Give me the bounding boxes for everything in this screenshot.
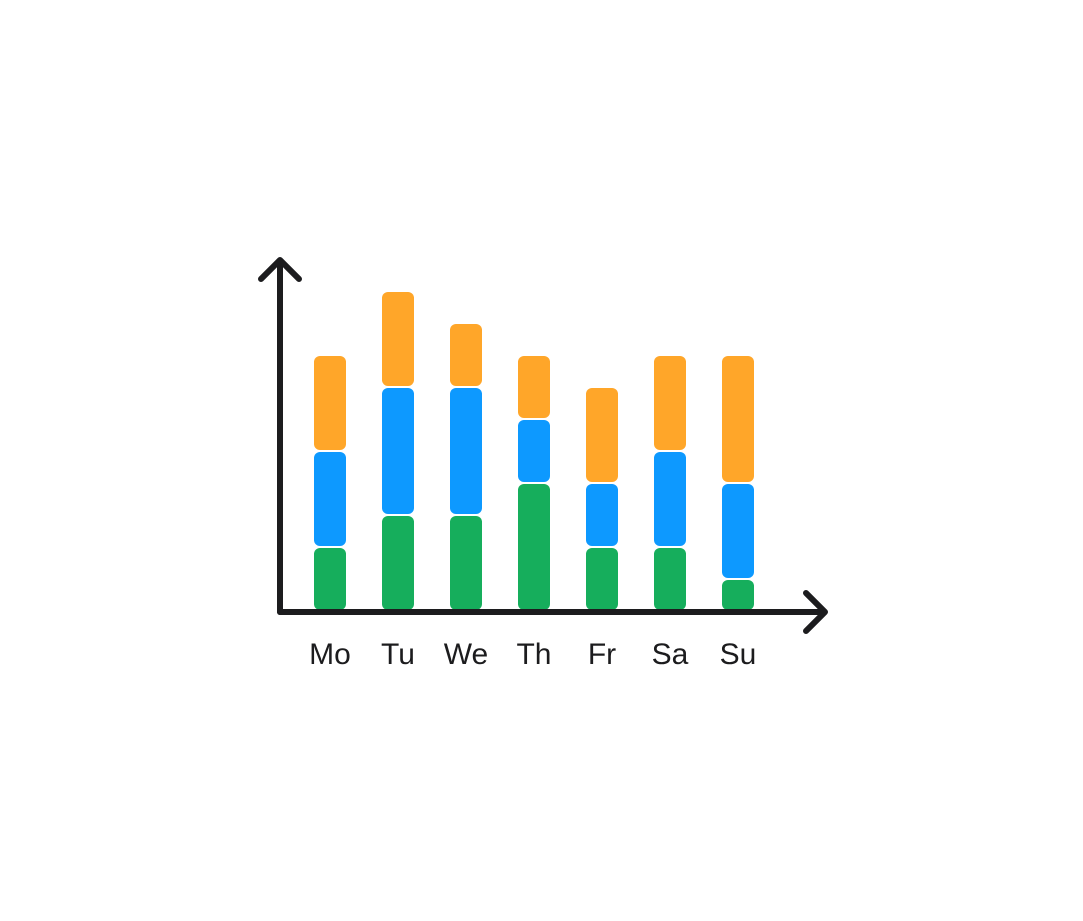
bar-mo-segment-1 (314, 548, 346, 610)
bar-fr-segment-1 (586, 548, 618, 610)
bar-th-segment-2 (518, 420, 550, 482)
bar-we-segment-2 (450, 388, 482, 514)
bar-group (314, 292, 754, 610)
bar-fr-segment-3 (586, 388, 618, 482)
x-axis-arrow-icon (803, 590, 828, 634)
bar-sa-segment-3 (654, 356, 686, 450)
bar-we-segment-3 (450, 324, 482, 386)
bar-mo-segment-2 (314, 452, 346, 546)
bar-sa-segment-1 (654, 548, 686, 610)
x-tick-label-sa: Sa (652, 638, 689, 671)
bar-tu-segment-2 (382, 388, 414, 514)
x-tick-labels: Mo Tu We Th Fr Sa Su (309, 638, 756, 671)
x-tick-label-fr: Fr (588, 638, 616, 671)
x-tick-label-tu: Tu (381, 638, 415, 671)
bar-th-segment-1 (518, 484, 550, 610)
bar-su-segment-2 (722, 484, 754, 578)
bar-su-segment-3 (722, 356, 754, 482)
x-tick-label-we: We (444, 638, 488, 671)
bar-tu-segment-1 (382, 516, 414, 610)
bar-su-segment-1 (722, 580, 754, 610)
bar-th-segment-3 (518, 356, 550, 418)
x-tick-label-mo: Mo (309, 638, 351, 671)
x-tick-label-th: Th (516, 638, 551, 671)
bar-mo-segment-3 (314, 356, 346, 450)
y-axis-arrow-icon (258, 257, 302, 282)
x-tick-label-su: Su (720, 638, 757, 671)
axes (258, 257, 828, 634)
bar-we-segment-1 (450, 516, 482, 610)
bar-sa-segment-2 (654, 452, 686, 546)
bar-fr-segment-2 (586, 484, 618, 546)
bar-tu-segment-3 (382, 292, 414, 386)
